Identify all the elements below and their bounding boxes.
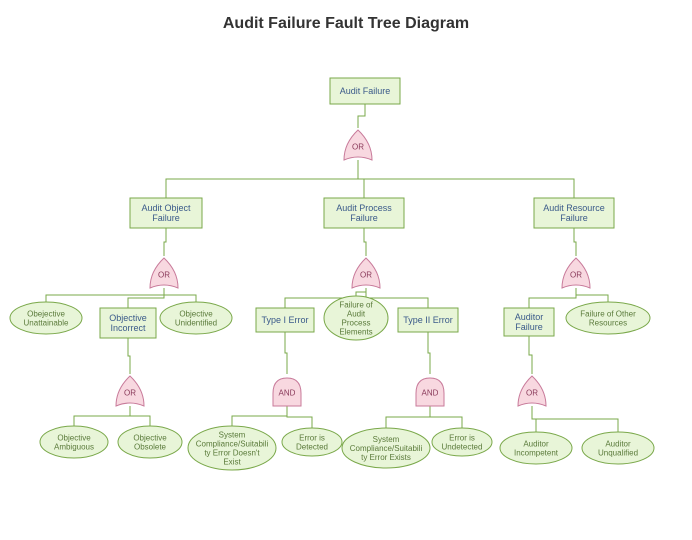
svg-text:Incorrect: Incorrect [110, 323, 146, 333]
svg-text:Objective: Objective [57, 434, 91, 443]
svg-text:Audit Resource: Audit Resource [543, 203, 605, 213]
or-gate: OR [352, 258, 380, 288]
svg-text:ty Error Doesn't: ty Error Doesn't [204, 449, 260, 458]
svg-text:Objective: Objective [133, 434, 167, 443]
svg-text:Unidentified: Unidentified [175, 319, 217, 328]
svg-text:Process: Process [342, 319, 371, 328]
basic-event: ObejectiveUnattainable [10, 302, 82, 334]
basic-event: ObjectiveAmbiguous [40, 426, 108, 458]
svg-text:AND: AND [422, 388, 439, 397]
svg-text:Error is: Error is [299, 434, 325, 443]
svg-text:Failure: Failure [152, 213, 180, 223]
svg-text:ty Error Exists: ty Error Exists [361, 453, 411, 462]
basic-event: ObjectiveObsolete [118, 426, 182, 458]
svg-text:Unattainable: Unattainable [24, 319, 69, 328]
svg-text:System: System [219, 431, 246, 440]
and-gate: AND [416, 378, 444, 406]
and-gate: AND [273, 378, 301, 406]
svg-text:Obsolete: Obsolete [134, 443, 167, 452]
svg-text:Failure: Failure [515, 322, 543, 332]
svg-text:Audit Failure: Audit Failure [340, 86, 391, 96]
event-box: ObjectiveIncorrect [100, 308, 156, 338]
event-box: Type I Error [256, 308, 314, 332]
svg-text:OR: OR [158, 270, 170, 279]
event-box: Audit Failure [330, 78, 400, 104]
svg-text:Audit Process: Audit Process [336, 203, 392, 213]
svg-text:Detected: Detected [296, 443, 328, 452]
basic-event: SystemCompliance/Suitability Error Doesn… [188, 426, 276, 470]
svg-text:Audit Object: Audit Object [141, 203, 191, 213]
event-box: Audit ResourceFailure [534, 198, 614, 228]
basic-event: SystemCompliance/Suitability Error Exist… [342, 428, 430, 468]
svg-text:OR: OR [570, 270, 582, 279]
svg-text:Auditor: Auditor [523, 440, 549, 449]
svg-text:Error is: Error is [449, 434, 475, 443]
svg-text:System: System [373, 435, 400, 444]
diagram-title: Audit Failure Fault Tree Diagram [223, 15, 469, 32]
svg-text:Incompetent: Incompetent [514, 449, 559, 458]
svg-text:Auditor: Auditor [605, 440, 631, 449]
svg-text:OR: OR [352, 142, 364, 151]
svg-text:AND: AND [279, 388, 296, 397]
svg-text:Unqualified: Unqualified [598, 449, 638, 458]
event-box: AuditorFailure [504, 308, 554, 336]
or-gate: OR [344, 130, 372, 160]
svg-text:Auditor: Auditor [515, 312, 544, 322]
svg-text:Failure: Failure [560, 213, 588, 223]
svg-text:Objective: Objective [179, 310, 213, 319]
svg-text:OR: OR [124, 388, 136, 397]
svg-text:Type II Error: Type II Error [403, 315, 453, 325]
svg-text:Failure of: Failure of [339, 301, 373, 310]
fault-tree-canvas: Audit Failure Fault Tree Diagram Audit Fa… [0, 0, 692, 540]
basic-event: AuditorIncompetent [500, 432, 572, 464]
event-box: Type II Error [398, 308, 458, 332]
or-gate: OR [150, 258, 178, 288]
basic-event: ObjectiveUnidentified [160, 302, 232, 334]
svg-text:OR: OR [360, 270, 372, 279]
svg-text:Compliance/Suitabili: Compliance/Suitabili [350, 444, 423, 453]
basic-event: Failure of OtherResources [566, 302, 650, 334]
basic-event: Error isUndetected [432, 428, 492, 456]
svg-text:Obejective: Obejective [27, 310, 65, 319]
svg-text:Exist: Exist [223, 458, 241, 467]
svg-text:Type I Error: Type I Error [261, 315, 308, 325]
svg-text:Elements: Elements [339, 328, 372, 337]
basic-event: Error isDetected [282, 428, 342, 456]
or-gate: OR [116, 376, 144, 406]
event-box: Audit ProcessFailure [324, 198, 404, 228]
svg-text:Compliance/Suitabili: Compliance/Suitabili [196, 440, 269, 449]
svg-text:Audit: Audit [347, 310, 366, 319]
svg-text:Failure: Failure [350, 213, 378, 223]
or-gate: OR [518, 376, 546, 406]
or-gate: OR [562, 258, 590, 288]
svg-text:OR: OR [526, 388, 538, 397]
basic-event: AuditorUnqualified [582, 432, 654, 464]
basic-event: Failure ofAuditProcessElements [324, 296, 388, 340]
svg-text:Failure of Other: Failure of Other [580, 310, 636, 319]
svg-text:Resources: Resources [589, 319, 627, 328]
svg-text:Objective: Objective [109, 313, 147, 323]
event-box: Audit ObjectFailure [130, 198, 202, 228]
svg-text:Ambiguous: Ambiguous [54, 443, 94, 452]
svg-text:Undetected: Undetected [442, 443, 483, 452]
